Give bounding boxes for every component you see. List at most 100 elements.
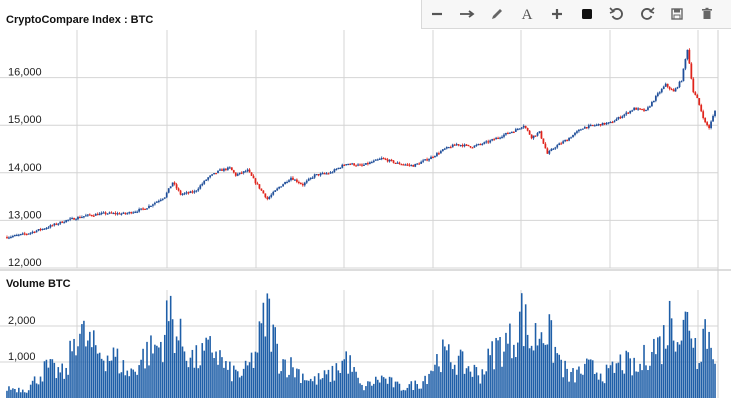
candle-body	[469, 146, 472, 148]
volume-bar	[430, 370, 432, 398]
volume-bar	[85, 346, 87, 398]
volume-bar	[335, 363, 338, 398]
candle-body	[530, 134, 533, 139]
candle-body	[692, 78, 695, 93]
volume-bar	[477, 375, 480, 398]
volume-bar	[43, 361, 46, 398]
candle-body	[688, 49, 691, 64]
candle-body	[146, 208, 148, 210]
volume-bar	[440, 372, 442, 398]
candle-body	[217, 170, 219, 174]
volume-bar	[499, 337, 501, 398]
candle-body	[410, 165, 413, 167]
volume-bar	[378, 382, 381, 398]
candle-body	[236, 174, 239, 176]
volume-bar	[337, 370, 340, 398]
candle-body	[542, 138, 545, 144]
volume-bar	[404, 390, 407, 398]
volume-bar	[609, 365, 612, 398]
volume-bar	[469, 371, 472, 398]
candle-body	[378, 158, 381, 160]
candle-body	[323, 173, 326, 175]
candle-body	[392, 160, 395, 163]
volume-bar	[550, 320, 553, 398]
trash-tool-button[interactable]	[692, 0, 722, 28]
volume-bar	[211, 352, 213, 398]
candle-body	[73, 218, 75, 220]
volume-bar	[637, 371, 639, 398]
minus-tool-button[interactable]	[422, 0, 452, 28]
square-fill-tool-button[interactable]	[572, 0, 602, 28]
candle-body	[108, 212, 111, 214]
volume-bar	[213, 358, 215, 398]
candle-body	[183, 193, 186, 195]
volume-bar	[442, 339, 444, 398]
volume-bar	[518, 311, 521, 398]
volume-bar	[179, 318, 182, 398]
pencil-tool-button[interactable]	[482, 0, 512, 28]
candle-body	[509, 132, 511, 134]
candle-body	[301, 183, 304, 186]
candle-body	[629, 110, 632, 114]
candle-body	[467, 144, 470, 147]
volume-bar	[292, 367, 294, 398]
candle-body	[264, 193, 267, 198]
volume-bar	[138, 365, 140, 398]
candle-body	[562, 141, 565, 144]
volume-bar	[359, 383, 361, 398]
volume-bar	[371, 385, 373, 398]
volume-bar	[244, 360, 247, 398]
candle-body	[654, 95, 657, 101]
candle-body	[63, 222, 66, 224]
volume-bar	[304, 380, 306, 398]
text-tool-button[interactable]: A	[512, 0, 542, 28]
candle-body	[315, 174, 318, 176]
volume-bar	[205, 337, 207, 398]
candle-body	[522, 125, 525, 128]
candle-body	[96, 213, 99, 216]
candle-body	[556, 145, 559, 148]
candle-body	[676, 87, 679, 89]
candle-body	[319, 173, 322, 176]
candle-body	[412, 165, 415, 167]
volume-bar	[120, 372, 123, 398]
volume-bar	[479, 383, 482, 398]
price-chart-title: CryptoCompare Index : BTC	[6, 14, 153, 26]
candle-body	[483, 142, 486, 144]
volume-bar	[674, 351, 677, 398]
candle-body	[254, 178, 257, 184]
arrow-right-tool-button[interactable]	[452, 0, 482, 28]
candle-body	[309, 177, 312, 180]
volume-bar	[605, 364, 608, 398]
candle-body	[15, 234, 18, 237]
save-tool-button[interactable]	[662, 0, 692, 28]
undo-tool-button[interactable]	[602, 0, 632, 28]
volume-bar	[150, 335, 152, 398]
candle-body	[268, 196, 271, 200]
candle-body	[106, 213, 109, 215]
candle-body	[605, 123, 608, 125]
volume-bar	[302, 373, 304, 398]
volume-bar	[418, 388, 420, 398]
volume-bar	[706, 348, 708, 398]
candle-body	[140, 208, 142, 210]
volume-bar	[16, 392, 18, 398]
volume-bar	[493, 369, 495, 398]
candle-body	[493, 139, 496, 141]
volume-bar	[629, 358, 631, 398]
volume-bar	[363, 390, 365, 398]
candle-body	[485, 141, 488, 143]
volume-bar	[664, 348, 667, 398]
candle-body	[248, 169, 251, 173]
redo-tool-button[interactable]	[632, 0, 662, 28]
volume-bar	[128, 376, 131, 398]
volume-bar	[412, 390, 415, 398]
volume-bar	[710, 347, 712, 398]
volume-bar	[14, 388, 16, 398]
plus-tool-button[interactable]	[542, 0, 572, 28]
candle-body	[219, 169, 221, 171]
candle-body	[327, 173, 330, 175]
volume-bar	[639, 363, 641, 398]
candle-body	[155, 201, 158, 203]
volume-bar	[175, 336, 178, 398]
